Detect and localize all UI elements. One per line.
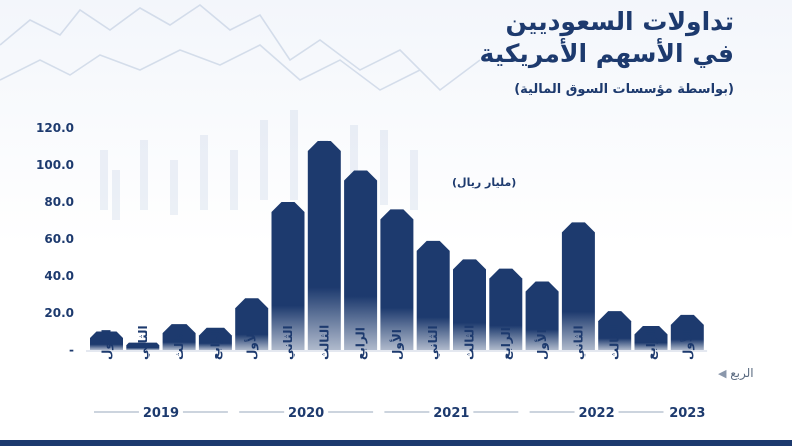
bar: [453, 259, 486, 350]
bar: [598, 311, 632, 350]
bar: [198, 327, 232, 350]
x-tick-label: الثاني: [136, 325, 150, 360]
y-tick-label: 80.0: [44, 195, 74, 209]
y-tick-label: 40.0: [44, 269, 74, 283]
year-label: 2020: [288, 406, 324, 421]
bar: [489, 268, 523, 350]
bar: [634, 325, 668, 350]
bar: [271, 202, 305, 350]
title-block: تداولات السعوديين في الأسهم الأمريكية (ب…: [480, 6, 734, 97]
x-tick-label: الرابع: [354, 327, 368, 360]
y-tick-label: 120.0: [36, 121, 74, 135]
x-tick-label: الأول: [99, 329, 115, 360]
chart-title-line1: تداولات السعوديين: [505, 7, 734, 36]
chart-subtitle: (بواسطة مؤسسات السوق المالية): [514, 82, 734, 97]
x-tick-label: الثالث: [317, 325, 331, 360]
quarter-axis-label-text: الربع: [730, 366, 754, 380]
year-label: 2021: [433, 406, 469, 421]
bar: [416, 240, 450, 350]
bar: [307, 140, 341, 350]
year-label: 2019: [143, 406, 179, 421]
y-tick-label: -: [69, 343, 74, 357]
unit-label: (مليار ريال): [452, 176, 517, 189]
bar: [344, 170, 378, 350]
x-tick-label: الأول: [534, 329, 550, 360]
y-tick-label: 60.0: [44, 232, 74, 246]
bar: [561, 222, 595, 350]
x-tick-label: الثالث: [608, 325, 622, 360]
x-tick-label: الثالث: [463, 325, 477, 360]
bar: [126, 342, 160, 350]
bar: [380, 209, 414, 350]
x-tick-label: الرابع: [644, 327, 658, 360]
bar: [525, 281, 559, 350]
x-tick-label: الرابع: [499, 327, 513, 360]
bar: [90, 331, 123, 350]
year-label: 2022: [578, 406, 614, 421]
left-arrow-icon: ◀: [718, 367, 727, 380]
y-tick-label: 20.0: [44, 306, 74, 320]
y-tick-label: 100.0: [36, 158, 74, 172]
x-tick-label: الرابع: [208, 327, 222, 360]
bar: [162, 324, 196, 350]
x-tick-label: الثاني: [426, 325, 440, 360]
bottom-bar: [0, 440, 792, 446]
x-tick-label: الأول: [679, 329, 695, 360]
bar: [670, 314, 704, 350]
bar: [235, 298, 269, 350]
quarter-axis-label: الربع ◀: [718, 366, 754, 380]
chart-title-line2: في الأسهم الأمريكية: [479, 39, 734, 68]
x-tick-label: الثالث: [172, 325, 186, 360]
year-label: 2023: [669, 406, 705, 421]
x-tick-label: الثاني: [281, 325, 295, 360]
x-tick-label: الثاني: [571, 325, 585, 360]
x-tick-label: الأول: [389, 329, 405, 360]
x-tick-label: الأول: [244, 329, 260, 360]
